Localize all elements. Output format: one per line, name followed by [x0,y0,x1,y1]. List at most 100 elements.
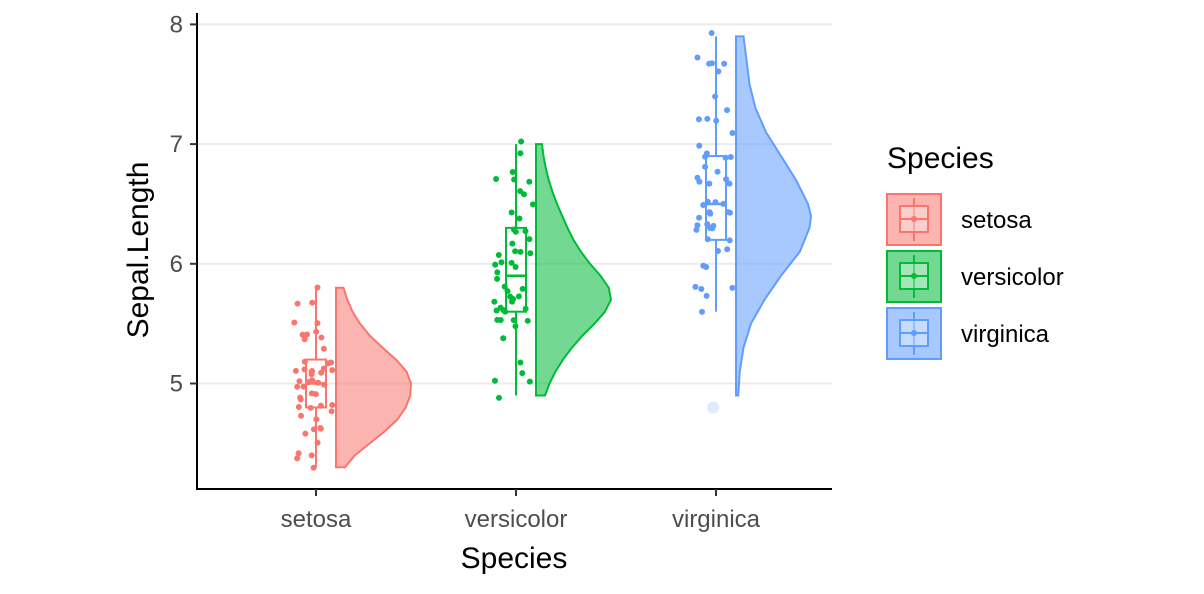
data-point-setosa [315,379,322,386]
data-point-virginica [726,180,733,187]
data-point-virginica [713,117,720,124]
data-point-virginica [726,237,733,244]
jitter-points [291,30,736,471]
y-axis-title: Sepal.Length [122,162,155,339]
data-point-versicolor [519,285,526,292]
data-point-virginica [720,200,727,207]
data-point-versicolor [512,323,519,330]
data-point-setosa [320,345,327,352]
data-point-versicolor [500,335,507,342]
data-point-virginica [702,163,709,170]
data-point-versicolor [527,250,534,257]
data-point-virginica [729,284,736,291]
data-point-virginica [706,209,713,216]
data-point-setosa [302,430,309,437]
data-point-versicolor [498,259,505,266]
data-point-setosa [295,403,302,410]
data-point-virginica [696,178,703,185]
data-point-virginica [729,130,736,137]
data-point-setosa [300,383,307,390]
data-point-setosa [313,416,320,423]
data-point-setosa [301,336,308,343]
data-point-setosa [310,426,317,433]
data-point-versicolor [494,316,501,323]
data-point-virginica [698,286,705,293]
data-point-versicolor [519,370,526,377]
data-point-setosa [312,391,319,398]
data-point-setosa [296,378,303,385]
data-point-virginica [699,308,706,315]
data-point-setosa [317,402,324,409]
data-point-versicolor [511,176,518,183]
data-point-virginica [708,30,715,37]
data-point-virginica [712,199,719,206]
legend: Species setosa versicolor virginica [886,142,1064,360]
data-point-virginica [708,60,715,67]
data-point-versicolor [492,261,499,268]
data-point-versicolor [493,175,500,182]
data-point-virginica [704,198,711,205]
data-point-versicolor [526,178,533,185]
data-point-virginica [700,201,707,208]
density-cloud-versicolor [535,143,613,397]
data-point-setosa [314,320,321,327]
x-axis-title: Species [461,542,568,575]
data-point-virginica [704,221,711,228]
data-point-versicolor [524,317,531,324]
data-point-versicolor [517,359,524,366]
data-point-versicolor [495,252,502,259]
data-point-versicolor [512,248,519,255]
data-point-versicolor [526,236,533,243]
data-point-setosa [329,401,336,408]
data-point-setosa [294,300,301,307]
legend-label-virginica: virginica [961,321,1050,348]
data-point-setosa [295,450,302,457]
y-tick-label: 6 [170,251,183,278]
data-point-setosa [297,394,304,401]
data-point-virginica [696,142,703,149]
data-point-virginica [725,209,732,216]
legend-item-versicolor: versicolor [886,250,1064,303]
data-point-virginica [703,264,710,271]
data-point-setosa [313,328,320,335]
data-point-versicolor [521,191,528,198]
data-point-versicolor [522,228,529,235]
data-point-virginica [693,226,700,233]
data-point-versicolor [491,377,498,384]
data-point-versicolor [512,228,519,235]
data-point-setosa [317,425,324,432]
data-point-setosa [328,408,335,415]
data-point-versicolor [526,378,533,385]
data-point-virginica [727,154,734,161]
data-point-versicolor [508,259,515,266]
data-point-virginica [709,225,716,232]
data-point-virginica [696,214,703,221]
ticks: 5 6 7 8 setosa versicolor virginica [170,11,761,533]
y-tick-label: 7 [170,131,183,158]
legend-key-point [911,216,917,222]
data-point-virginica [704,236,711,243]
legend-title: Species [887,142,994,175]
data-point-versicolor [529,201,536,208]
data-point-virginica [712,93,719,100]
data-point-virginica [723,176,730,183]
data-point-versicolor [509,240,516,247]
data-point-setosa [292,367,299,374]
data-point-versicolor [501,283,508,290]
data-point-virginica [692,283,699,290]
data-point-virginica [724,246,731,253]
density-cloud-setosa [335,286,413,469]
data-point-versicolor [517,248,524,255]
data-point-setosa [301,358,308,365]
data-point-setosa [314,439,321,446]
data-point-versicolor [494,275,501,282]
data-point-setosa [329,367,336,374]
data-point-virginica [724,107,731,114]
data-point-virginica [706,180,713,187]
data-point-virginica [715,68,722,75]
axes [196,13,832,490]
data-point-versicolor [491,298,498,305]
data-point-versicolor [508,209,515,216]
legend-item-setosa: setosa [886,193,1032,246]
legend-key-point [911,273,917,279]
